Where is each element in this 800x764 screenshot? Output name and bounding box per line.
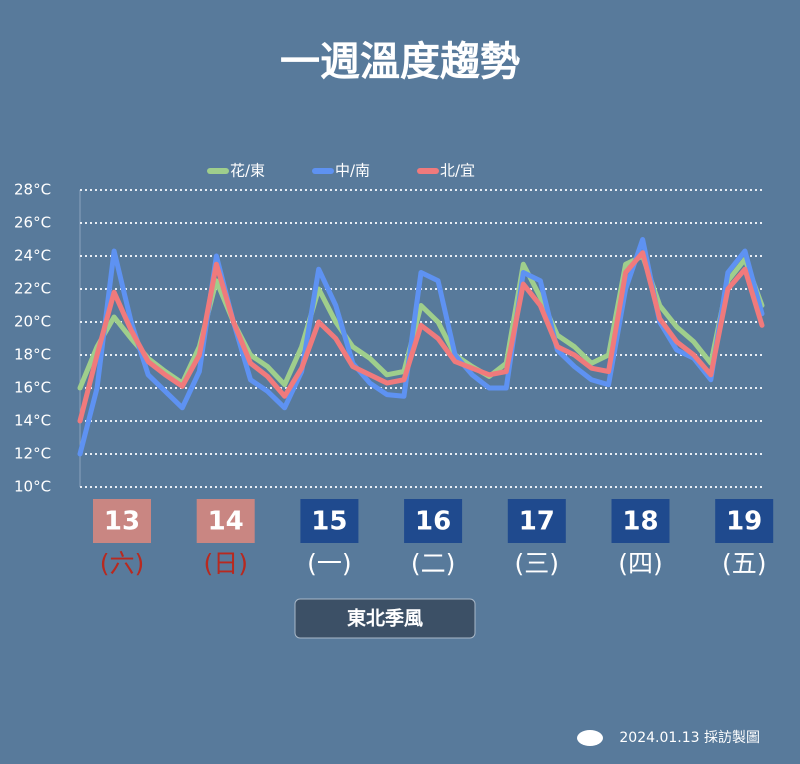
chart-title: 一週溫度趨勢 (280, 39, 520, 85)
day-box (611, 499, 670, 543)
day-date: 16 (415, 507, 451, 537)
y-tick-label: 24°C (14, 247, 51, 265)
day-box (196, 499, 255, 543)
y-tick-label: 22°C (14, 280, 51, 298)
day-weekday: (五) (722, 549, 767, 578)
logo (577, 730, 603, 746)
day-weekday: (六) (100, 549, 145, 578)
day-box (507, 499, 566, 543)
footer: 2024.01.13 採訪製圖 (619, 730, 760, 746)
series-line (77, 250, 765, 424)
y-tick-label: 14°C (14, 412, 51, 430)
y-tick-label: 16°C (14, 379, 51, 397)
badge-box (294, 598, 476, 639)
day-date: 17 (519, 507, 555, 537)
day-box (404, 499, 463, 543)
day-box (715, 499, 774, 543)
day-weekday: (日) (203, 549, 248, 578)
day-date: 14 (208, 507, 244, 537)
legend-label: 中/南 (335, 162, 370, 180)
day-date: 15 (311, 507, 347, 537)
y-tick-label: 20°C (14, 313, 51, 331)
y-tick-label: 26°C (14, 214, 51, 232)
y-tick-label: 28°C (14, 181, 51, 199)
day-box (93, 499, 151, 543)
legend-label: 花/東 (230, 162, 265, 180)
day-weekday: (三) (515, 549, 560, 578)
day-date: 13 (104, 507, 140, 537)
legend-label: 北/宜 (440, 162, 475, 180)
day-weekday: (一) (307, 549, 352, 578)
day-date: 19 (726, 507, 762, 537)
day-weekday: (二) (411, 549, 456, 578)
y-tick-label: 12°C (14, 445, 51, 463)
day-weekday: (四) (618, 549, 663, 578)
day-box (300, 499, 359, 543)
badge: 東北季風 (347, 607, 423, 630)
y-tick-label: 10°C (14, 478, 51, 496)
day-date: 18 (622, 507, 658, 537)
y-tick-label: 18°C (14, 346, 51, 364)
